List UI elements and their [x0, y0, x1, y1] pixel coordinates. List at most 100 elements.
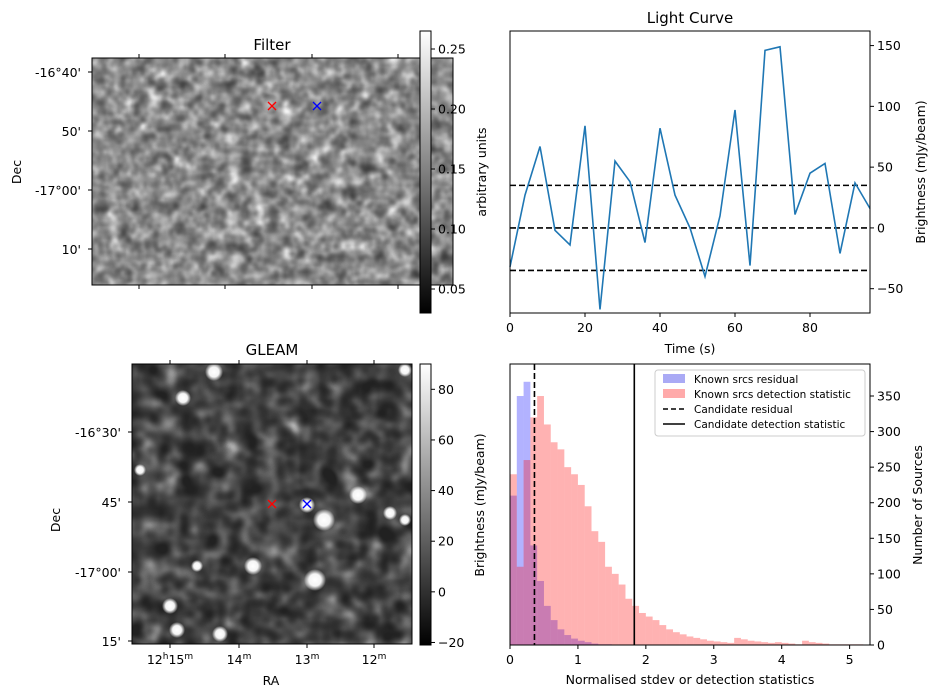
colorbar-tick-label: 0.15: [438, 162, 466, 177]
detection-bar: [516, 566, 524, 645]
filter-panel: Filter Dec -16°40' 50' -17°00' 10' 0.250…: [9, 30, 489, 314]
gleam-blue-cross-marker: [302, 499, 312, 509]
gleam-sources: [134, 363, 412, 642]
detection-bar: [625, 598, 633, 645]
detection-bar: [639, 612, 646, 645]
gleam-source: [175, 390, 191, 406]
legend-box: [654, 369, 866, 437]
light-curve-title: Light Curve: [647, 9, 733, 27]
y-tick-label: 250: [877, 460, 901, 475]
gleam-source: [304, 569, 326, 591]
detection-bar: [577, 484, 585, 645]
colorbar-tick-label: −20: [438, 635, 464, 650]
detection-bar: [611, 573, 619, 645]
residual-bar: [557, 629, 565, 645]
filter-markers: [267, 101, 322, 111]
x-tick-label: 4: [778, 652, 786, 667]
x-tick-label: 2: [642, 652, 650, 667]
gleam-source: [169, 622, 185, 638]
detection-bar: [774, 642, 782, 645]
gleam-colorbar: [420, 364, 431, 645]
gleam-xtick-label: 14m: [227, 652, 252, 667]
detection-bar: [679, 634, 687, 645]
detection-bar: [645, 616, 653, 645]
gleam-source: [399, 514, 411, 526]
gleam-source: [212, 626, 228, 642]
filter-ytick-label: -17°00': [35, 183, 81, 198]
detection-bar: [564, 467, 572, 645]
y-tick-label: 100: [877, 566, 901, 581]
filter-ytick-label: 10': [62, 242, 81, 257]
detection-bar: [815, 642, 823, 645]
detection-bar: [740, 639, 748, 645]
gleam-red-cross-marker: [267, 499, 277, 509]
detection-bar: [571, 474, 578, 645]
residual-bar: [564, 635, 572, 645]
detection-bar: [673, 632, 680, 645]
filter-ytick-label: -16°40': [35, 65, 81, 80]
y-tick-label: 100: [877, 99, 901, 114]
residual-bar: [530, 545, 538, 645]
detection-bar: [598, 541, 606, 645]
filter-colorbar-label: arbitrary units: [474, 127, 489, 216]
filter-colorbar-ticks: 0.25 0.20 0.15 0.10 0.05: [431, 42, 466, 297]
legend-swatch-residual: [663, 374, 685, 383]
filter-blue-cross-marker: [312, 101, 322, 111]
y-tick-label: 0: [877, 220, 885, 235]
gleam-colorbar-ticks: 80 60 40 20 0 −20: [431, 382, 464, 650]
filter-colorbar: [420, 31, 431, 313]
gleam-title: GLEAM: [246, 341, 299, 359]
filter-title: Filter: [253, 36, 291, 54]
y-tick-label: 150: [877, 531, 901, 546]
gleam-source: [205, 363, 223, 381]
gleam-source: [299, 497, 315, 513]
residual-bar: [591, 643, 599, 645]
residual-bar: [523, 381, 531, 645]
filter-ylabel: Dec: [9, 160, 24, 184]
filter-colorbar-frame: [419, 30, 432, 314]
y-tick-label: 200: [877, 495, 901, 510]
detection-bar: [734, 637, 741, 645]
gleam-xlabel: RA: [263, 673, 280, 688]
detection-bar: [632, 605, 640, 645]
detection-bar: [781, 642, 789, 645]
gleam-ticks: [128, 360, 375, 648]
y-tick-label: 300: [877, 424, 901, 439]
legend-swatch-detection: [663, 389, 685, 398]
residual-bar: [550, 620, 558, 645]
histogram-panel: 0 1 2 3 4 5 350 300 250 200 150 100 50 0 Normalised …: [506, 363, 925, 687]
y-tick-label: −50: [877, 281, 903, 296]
gleam-source: [162, 598, 178, 614]
detection-bar: [700, 639, 707, 645]
colorbar-tick-label: 0.05: [438, 282, 466, 297]
gleam-ylabel: Dec: [48, 508, 63, 532]
detection-bar: [713, 641, 721, 645]
residual-bar: [577, 640, 585, 645]
detection-bar: [557, 449, 565, 645]
detection-bar: [652, 620, 660, 645]
residual-bar: [584, 642, 592, 645]
detection-bar: [706, 640, 714, 645]
gleam-colorbar-label: Brightness (mJy/beam): [472, 433, 487, 576]
colorbar-tick-label: 0.10: [438, 222, 466, 237]
x-tick-label: 3: [710, 652, 718, 667]
detection-bar: [584, 506, 592, 645]
legend-label: Candidate detection statistic: [694, 419, 846, 431]
x-tick-label: 0: [506, 652, 514, 667]
detection-bar: [761, 642, 769, 645]
gleam-panel: GLEAM Dec -16°30' 45' -17°00' 15': [48, 341, 487, 688]
gleam-source: [383, 506, 397, 520]
legend-label: Known srcs residual: [694, 374, 798, 386]
filter-red-cross-marker: [267, 101, 277, 111]
x-tick-label: 20: [577, 320, 593, 335]
gleam-colorbar-frame: [419, 363, 432, 646]
gleam-ytick-label: -16°30': [75, 425, 121, 440]
gleam-xtick-label: 13m: [295, 652, 320, 667]
light-curve-ylabel: Brightness (mJy/beam): [913, 100, 928, 243]
x-tick-label: 0: [506, 320, 514, 335]
residual-bar: [510, 495, 517, 645]
detection-bar: [591, 531, 599, 645]
histogram-x-ticks: 0 1 2 3 4 5: [506, 645, 854, 667]
colorbar-tick-label: 0: [438, 584, 446, 599]
